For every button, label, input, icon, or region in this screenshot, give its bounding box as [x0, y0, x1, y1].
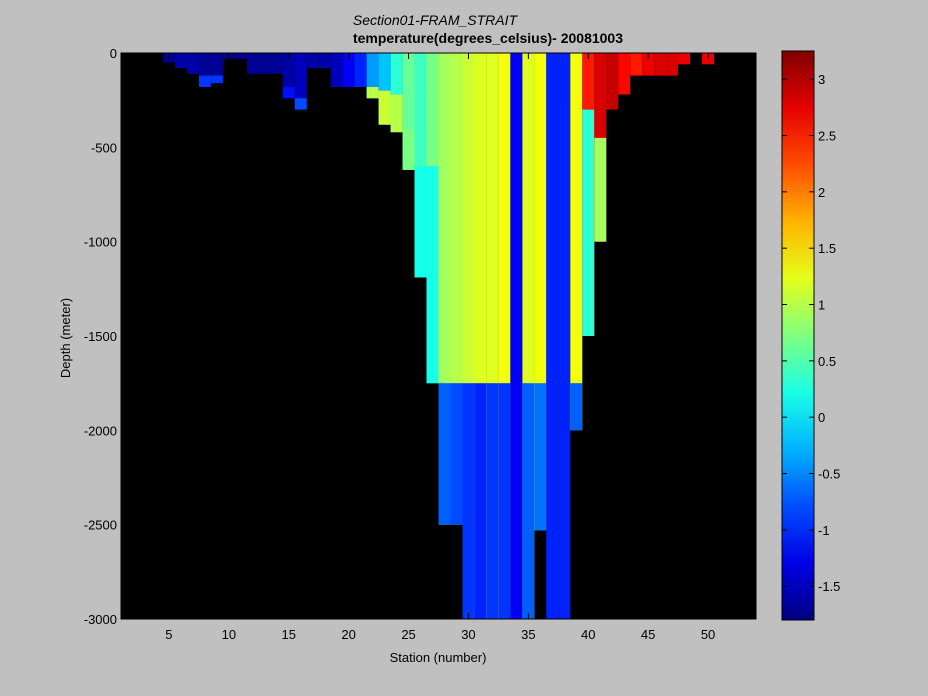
heatmap-cells: [162, 53, 715, 619]
heatmap-cell: [630, 53, 643, 76]
heatmap-cell: [462, 383, 475, 619]
y-tick-label: -3000: [84, 612, 117, 627]
heatmap-cell: [294, 53, 307, 110]
heatmap-cell: [198, 75, 211, 87]
colorbar-tick-label: -0.5: [818, 467, 840, 482]
x-tick-label: 15: [282, 627, 296, 642]
colorbar-tick-label: 2: [818, 185, 825, 200]
heatmap-cell: [354, 53, 367, 87]
heatmap-cell: [510, 53, 523, 619]
chart-title: Section01-FRAM_STRAIT: [353, 12, 519, 28]
colorbar-tick-label: -1.5: [818, 579, 840, 594]
heatmap-cell: [654, 53, 667, 76]
x-tick-label: 40: [581, 627, 595, 642]
heatmap-cell: [486, 383, 499, 619]
x-tick-label: 30: [461, 627, 475, 642]
heatmap-cell: [414, 166, 427, 278]
heatmap-cell: [210, 75, 223, 84]
y-axis-label: Depth (meter): [58, 298, 73, 378]
heatmap-cell: [366, 53, 379, 99]
x-tick-label: 20: [341, 627, 355, 642]
heatmap-cell: [594, 137, 607, 242]
heatmap-cell: [294, 98, 307, 110]
colorbar-tick-label: 1.5: [818, 241, 836, 256]
y-tick-label: 0: [110, 46, 117, 61]
chart-subtitle: temperature(degrees_celsius)- 20081003: [353, 30, 623, 46]
heatmap-cell: [390, 94, 403, 133]
heatmap-cell: [186, 53, 199, 74]
heatmap-cell: [378, 90, 391, 125]
colorbar-gradient: [781, 50, 815, 621]
heatmap-cell: [426, 166, 439, 384]
heatmap-cell: [342, 53, 355, 87]
heatmap-cell: [366, 87, 379, 99]
heatmap-cell: [498, 383, 511, 619]
heatmap-cell: [606, 53, 619, 110]
x-axis: 5 10 15 20 25 30 35 40 45 50: [165, 53, 715, 642]
heatmap-cell: [306, 53, 319, 69]
y-tick-label: -1000: [84, 235, 117, 250]
heatmap-cell: [282, 53, 295, 99]
heatmap-cell: [534, 383, 547, 531]
heatmap-cell: [246, 53, 259, 74]
heatmap-cell: [678, 53, 691, 65]
heatmap-cell: [570, 383, 583, 431]
y-axis: 0 -500 -1000 -1500 -2000 -2500 -3000: [84, 46, 756, 627]
heatmap-cell: [642, 53, 655, 76]
heatmap-cell: [234, 53, 247, 59]
heatmap-cell: [258, 53, 271, 74]
y-tick-label: -2500: [84, 518, 117, 533]
y-tick-label: -2000: [84, 423, 117, 438]
y-tick-label: -500: [91, 140, 117, 155]
x-tick-label: 10: [222, 627, 236, 642]
heatmap-cell: [582, 109, 595, 336]
heatmap-cell: [474, 383, 487, 619]
heatmap-cell: [450, 383, 463, 525]
heatmap-cell: [174, 53, 187, 69]
colorbar-tick-label: 1: [818, 298, 825, 313]
heatmap-cell: [570, 53, 583, 431]
x-tick-label: 25: [401, 627, 415, 642]
heatmap-cell: [522, 383, 535, 619]
heatmap-cell: [318, 53, 331, 69]
heatmap-cell: [282, 87, 295, 99]
heatmap-cell: [438, 383, 451, 525]
heatmap-cell: [402, 128, 415, 170]
colorbar-tick-label: 0: [818, 410, 825, 425]
x-tick-label: 45: [641, 627, 655, 642]
colorbar-tick-label: -1: [818, 523, 830, 538]
heatmap-cell: [666, 53, 679, 76]
heatmap-cell: [270, 53, 283, 74]
y-tick-label: -1500: [84, 329, 117, 344]
x-tick-label: 50: [701, 627, 715, 642]
heatmap-cell: [546, 53, 559, 619]
heatmap-cell: [618, 53, 631, 95]
colorbar-tick-label: 0.5: [818, 354, 836, 369]
heatmap-cell: [558, 53, 571, 619]
x-axis-label: Station (number): [390, 650, 487, 665]
colorbar: 3 2.5 2 1.5 1 0.5 0 -0.5 -1 -1.5: [781, 50, 840, 621]
colorbar-tick-label: 3: [818, 72, 825, 87]
colorbar-tick-label: 2.5: [818, 129, 836, 144]
x-tick-label: 35: [521, 627, 535, 642]
x-tick-label: 5: [165, 627, 172, 642]
heatmap-cell: [330, 53, 343, 87]
